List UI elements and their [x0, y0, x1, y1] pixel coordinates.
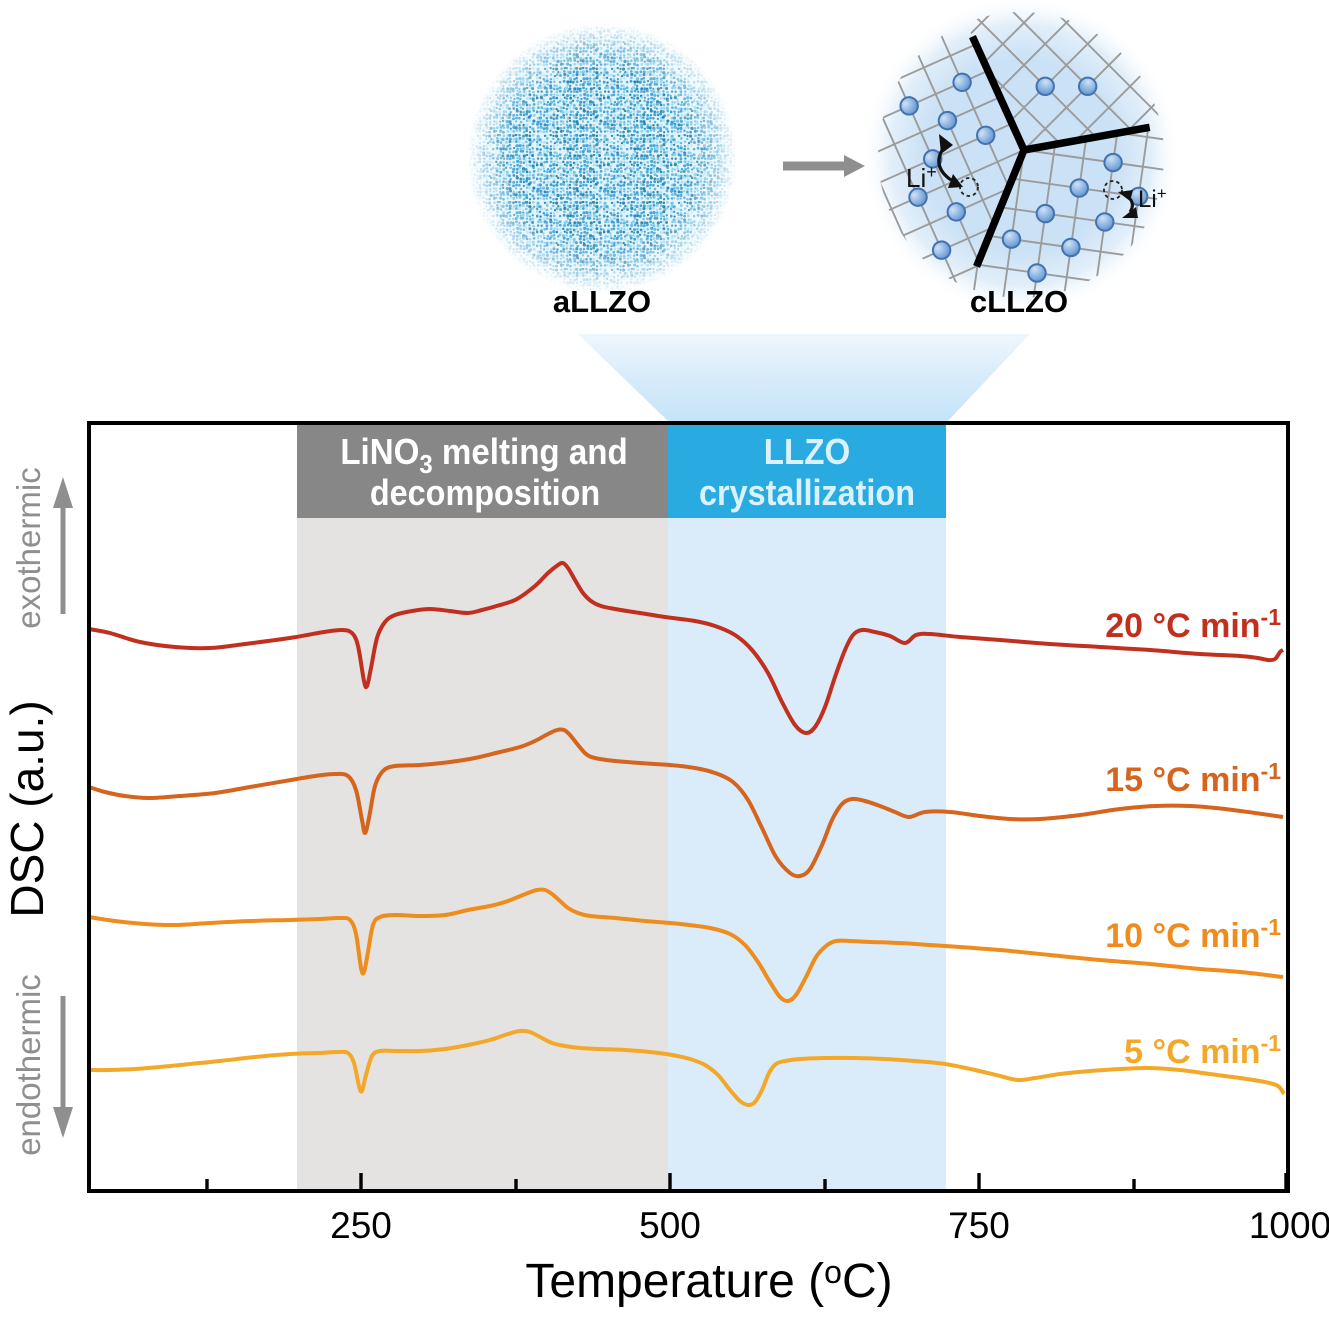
svg-text:1000: 1000	[1249, 1205, 1329, 1246]
svg-text:decomposition: decomposition	[370, 473, 600, 513]
svg-text:endothermic: endothermic	[10, 974, 47, 1156]
svg-text:Temperature (oC): Temperature (oC)	[525, 1254, 892, 1308]
svg-text:crystallization: crystallization	[699, 473, 915, 513]
svg-text:aLLZO: aLLZO	[553, 284, 651, 319]
svg-text:15 °C min-1: 15 °C min-1	[1105, 758, 1281, 799]
svg-text:LLZO: LLZO	[764, 433, 850, 473]
svg-text:LiNO3 melting and: LiNO3 melting and	[340, 433, 627, 479]
svg-text:750: 750	[948, 1205, 1010, 1246]
svg-text:cLLZO: cLLZO	[970, 284, 1068, 319]
svg-text:250: 250	[330, 1205, 392, 1246]
svg-text:10 °C min-1: 10 °C min-1	[1105, 914, 1281, 955]
svg-text:20 °C min-1: 20 °C min-1	[1105, 604, 1281, 645]
svg-text:exothermic: exothermic	[10, 467, 47, 628]
svg-text:500: 500	[639, 1205, 701, 1246]
svg-text:5 °C min-1: 5 °C min-1	[1124, 1030, 1281, 1071]
svg-text:DSC (a.u.): DSC (a.u.)	[1, 700, 53, 917]
